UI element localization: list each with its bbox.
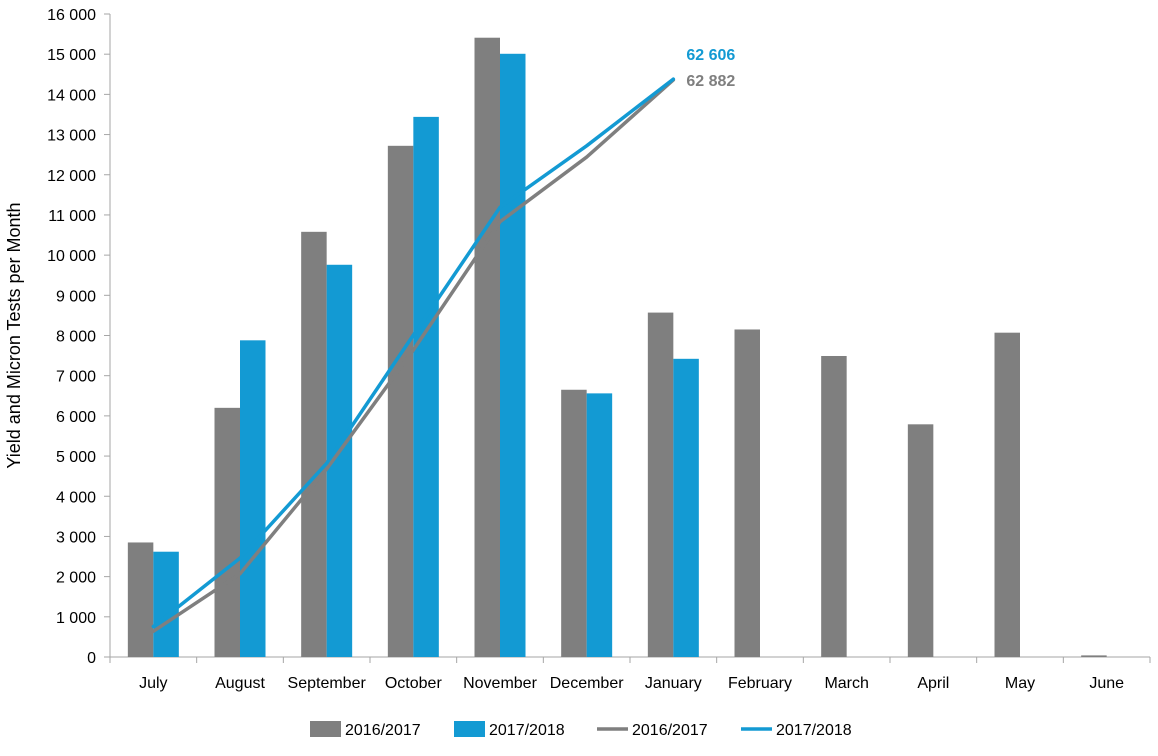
y-tick-label: 2 000 — [56, 570, 96, 587]
legend-item-line-2016-2017: 2016/2017 — [597, 722, 708, 739]
line-2016-2017 — [151, 78, 676, 634]
y-tick-label: 11 000 — [48, 208, 96, 225]
x-tick-label: September — [288, 675, 367, 692]
y-tick-label: 9 000 — [56, 288, 96, 305]
legend-item-bar-2017-2018: 2017/2018 — [454, 721, 565, 739]
x-tick-label: May — [1005, 675, 1035, 692]
y-tick-label: 4 000 — [56, 489, 96, 506]
bar-2016-2017-october — [387, 145, 414, 657]
bar-2016-2017-april — [907, 424, 934, 657]
bar-2017-2018-january — [673, 358, 699, 657]
bar-2017-2018-october — [413, 116, 439, 657]
legend-label: 2016/2017 — [345, 722, 421, 739]
y-tick-label: 1 000 — [56, 610, 96, 627]
x-tick-label: June — [1089, 675, 1124, 692]
axes: 0 1 000 2 000 3 000 4 000 5 000 6 000 7 000 8 00… — [4, 7, 1151, 692]
y-tick-label: 10 000 — [47, 248, 96, 265]
y-tick-label: 7 000 — [56, 369, 96, 386]
y-tick-label: 3 000 — [56, 529, 96, 546]
y-tick-label: 16 000 — [47, 7, 96, 24]
y-axis-title: Yield and Micron Tests per Month — [4, 202, 24, 468]
legend-label: 2016/2017 — [632, 722, 708, 739]
y-tick-label: 14 000 — [47, 87, 96, 104]
labels-group: 62 606 62 882 — [686, 47, 735, 90]
bar-2016-2017-december — [561, 389, 587, 657]
bar-2016-2017-march — [821, 355, 847, 657]
bar-2016-2017-september — [301, 231, 327, 657]
legend-swatch-bar — [454, 721, 485, 737]
bar-2016-2017-june — [1081, 655, 1107, 657]
bar-2016-2017-november — [474, 37, 500, 657]
x-tick-label: October — [385, 675, 443, 692]
bar-2017-2018-december — [586, 393, 613, 657]
x-tick-label: December — [550, 675, 624, 692]
end-label-2017-2018: 62 606 — [686, 47, 735, 64]
y-tick-label: 0 — [87, 650, 96, 667]
y-tick-label: 5 000 — [56, 449, 96, 466]
y-tick-label: 6 000 — [56, 409, 96, 426]
bar-2017-2018-november — [500, 53, 526, 657]
bar-2016-2017-january — [647, 312, 674, 657]
y-tick-label: 8 000 — [56, 329, 96, 346]
bar-2016-2017-july — [127, 542, 154, 657]
end-label-2016-2017: 62 882 — [686, 73, 735, 90]
legend-item-bar-2016-2017: 2016/2017 — [310, 721, 421, 739]
legend: 2016/2017 2017/2018 2016/2017 2017/2018 — [310, 721, 852, 739]
legend-swatch-bar — [310, 721, 341, 737]
legend-label: 2017/2018 — [776, 722, 852, 739]
x-tick-label: January — [645, 675, 702, 692]
x-tick-label: November — [463, 675, 537, 692]
y-tick-label: 15 000 — [47, 47, 96, 64]
line-2017-2018 — [151, 77, 676, 629]
bar-2016-2017-august — [214, 407, 240, 657]
y-tick-label: 12 000 — [47, 168, 96, 185]
lines-group — [151, 77, 676, 634]
x-tick-label: April — [917, 675, 949, 692]
bars-group — [127, 37, 1107, 657]
bar-2017-2018-july — [153, 551, 179, 657]
x-tick-label: July — [139, 675, 167, 692]
x-tick-label: March — [824, 675, 868, 692]
legend-item-line-2017-2018: 2017/2018 — [741, 722, 852, 739]
legend-label: 2017/2018 — [489, 722, 565, 739]
y-tick-label: 13 000 — [47, 128, 96, 145]
bar-2016-2017-february — [734, 329, 760, 657]
bar-2017-2018-august — [240, 340, 266, 657]
x-tick-label: February — [728, 675, 792, 692]
x-tick-label: August — [215, 675, 265, 692]
bar-2016-2017-may — [994, 332, 1020, 657]
